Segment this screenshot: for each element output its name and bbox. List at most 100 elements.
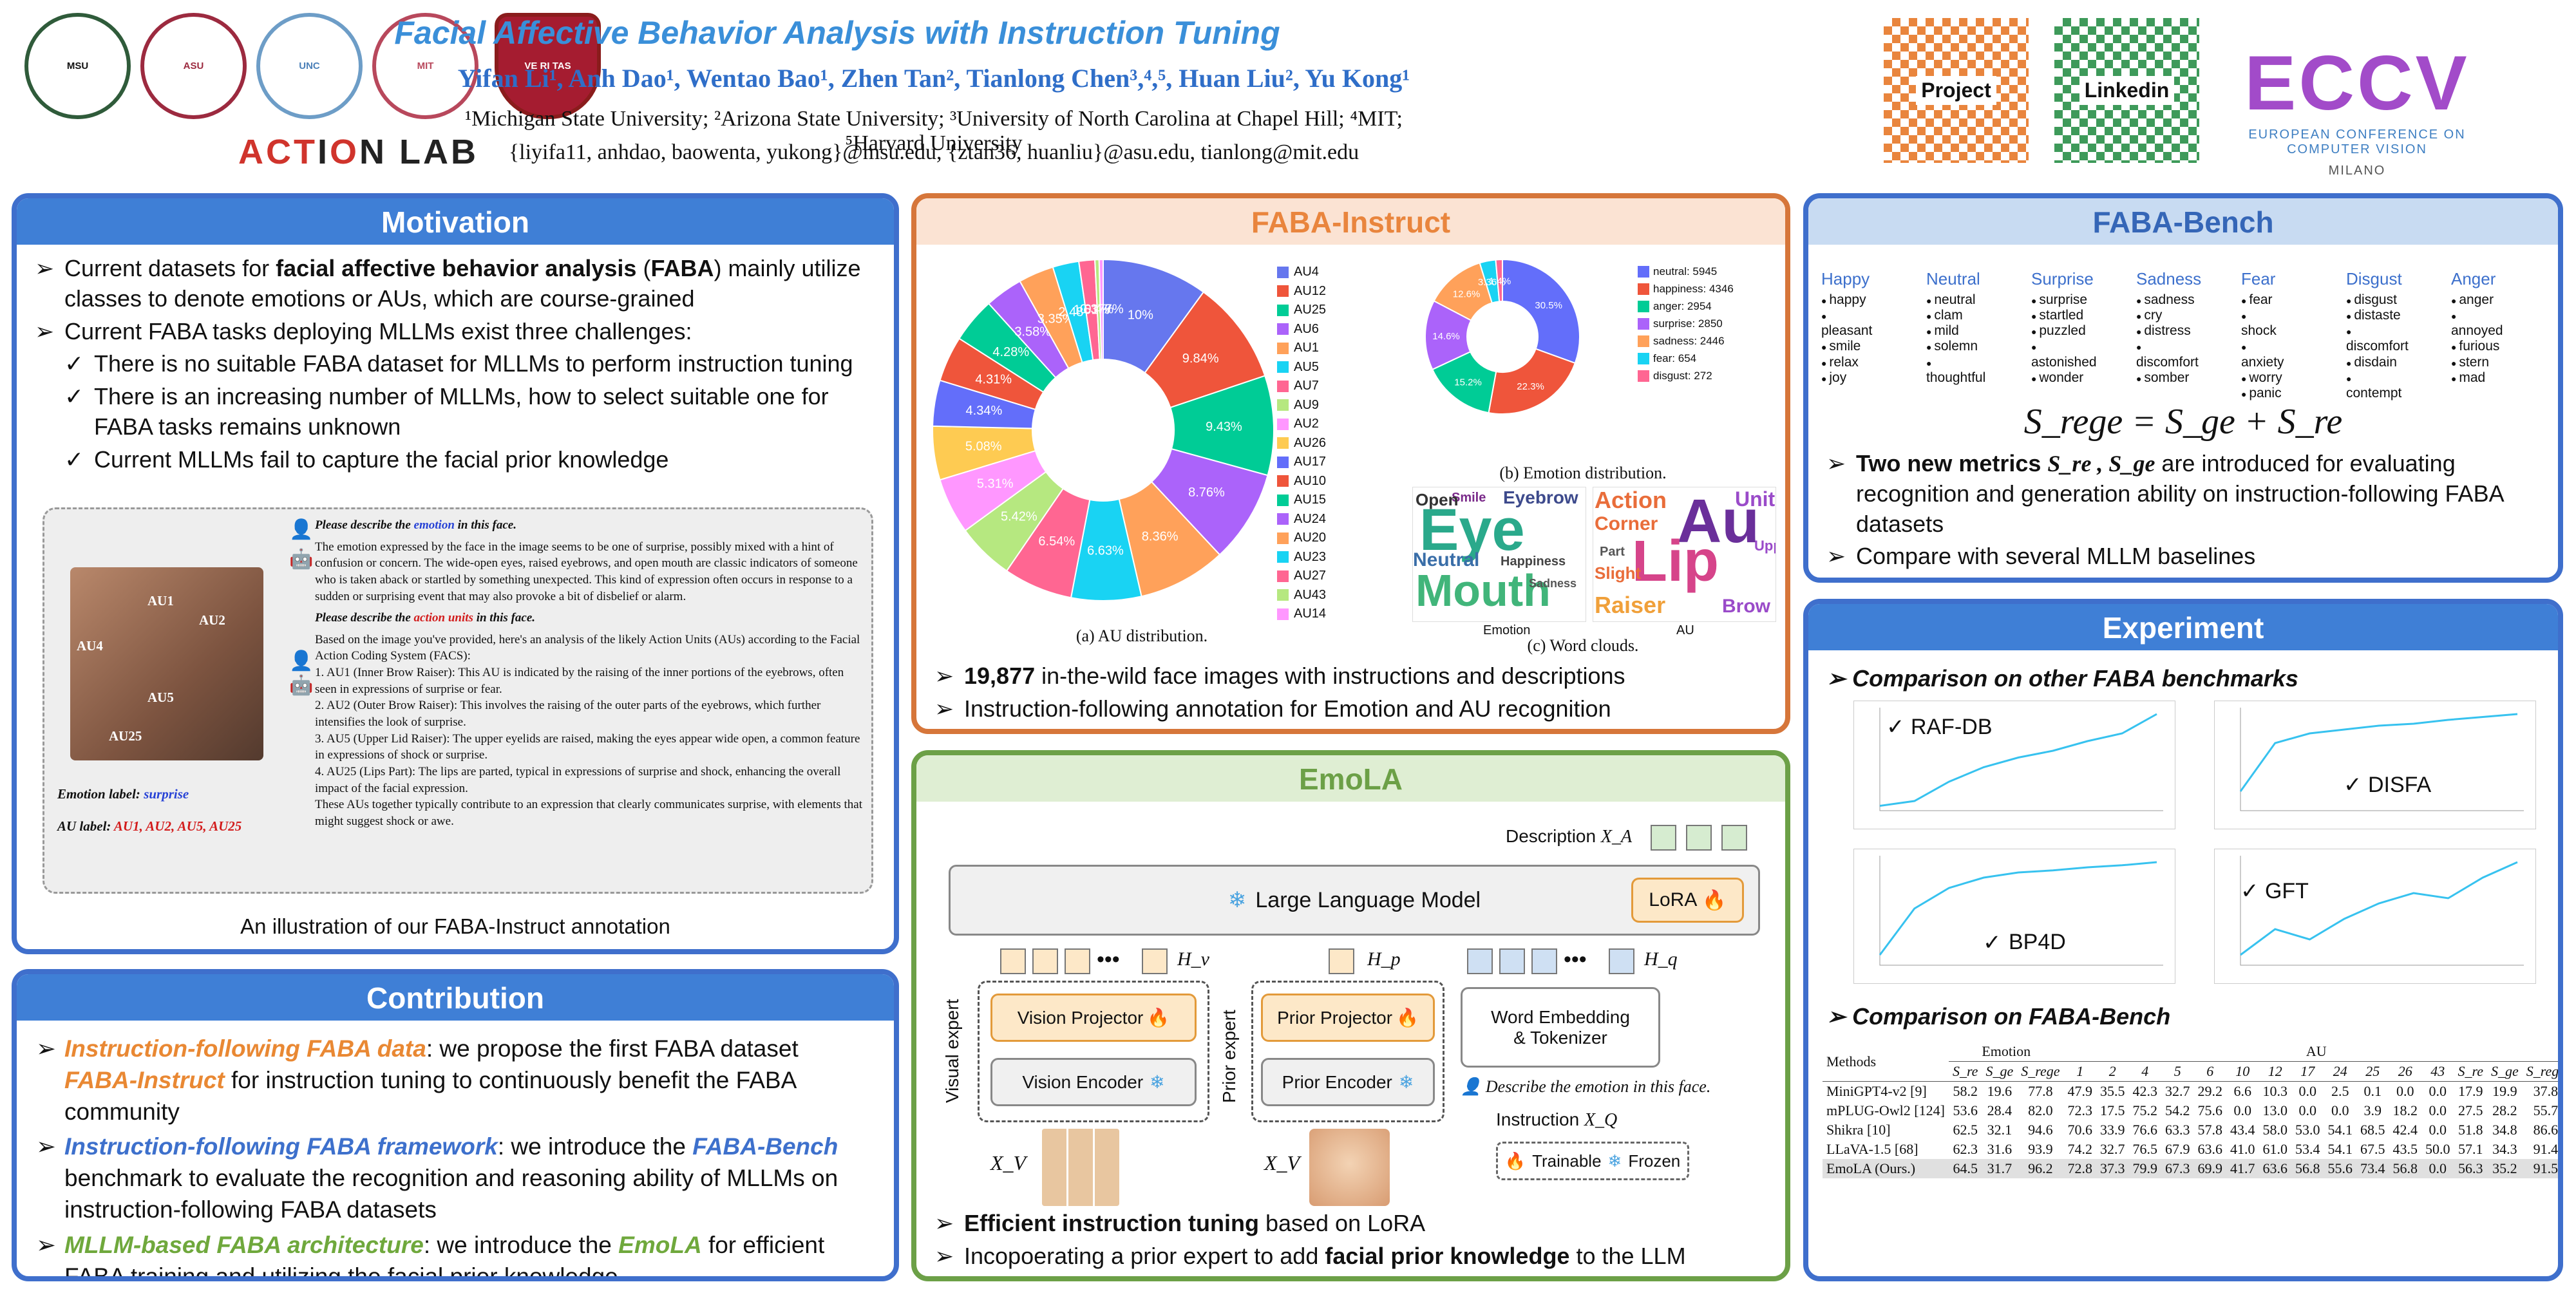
table-cell: 63.3 <box>2165 1122 2190 1138</box>
table-cell: 35.5 <box>2100 1083 2125 1099</box>
chart-axis <box>2240 856 2524 966</box>
table-cell: 57.1 <box>2458 1141 2483 1157</box>
table-cell: 34.3 <box>2492 1141 2517 1157</box>
legend-label: AU1 <box>1294 341 1319 355</box>
pie-data-label: 4.34% <box>966 404 1003 418</box>
output-token <box>1686 825 1712 851</box>
table-cell: 54.1 <box>2327 1141 2353 1157</box>
table-cell: 10.3 <box>2262 1083 2288 1099</box>
answer-emotion: The emotion expressed by the face in the… <box>315 540 858 603</box>
rafdb-chart: ✓ RAF-DB <box>1853 701 2175 829</box>
table-row: MiniGPT4-v2 [9] 58.2 19.6 77.8 47.9 35.5 42.3 3… <box>1823 1082 2558 1102</box>
legend-label: AU20 <box>1294 531 1327 545</box>
category-word: clam <box>1926 308 1985 323</box>
hp-label: H_p <box>1367 948 1401 970</box>
table-cell: 58.0 <box>2262 1122 2288 1138</box>
table-cell: 61.0 <box>2262 1141 2288 1157</box>
qr-linkedin[interactable]: Linkedin <box>2054 18 2199 163</box>
table-cell: 42.4 <box>2392 1122 2418 1138</box>
legend-label: AU17 <box>1294 455 1327 469</box>
legend-swatch <box>1277 570 1289 582</box>
answer-au-end: These AUs together typically contribute … <box>315 798 863 828</box>
category-word: shock <box>2241 308 2284 339</box>
faba-instruct-heading: FABA-Instruct <box>916 198 1785 245</box>
table-cell: 75.6 <box>2197 1102 2223 1118</box>
legend-label: AU5 <box>1294 359 1319 374</box>
pie-data-label: 1.4% <box>1489 276 1511 287</box>
table-cell: 63.6 <box>2262 1160 2288 1176</box>
chart-axis <box>2240 708 2524 811</box>
experiment-sub-2: ➢ Comparison on FABA-Bench <box>1826 1003 2171 1030</box>
table-cell: 0.1 <box>2363 1083 2382 1099</box>
legend-label: AU12 <box>1294 283 1327 298</box>
asu-seal-logo: ASU <box>140 13 247 119</box>
legend-label: AU6 <box>1294 321 1319 336</box>
category-word: stern <box>2451 355 2503 370</box>
table-cell: 74.2 <box>2067 1141 2093 1157</box>
chart-axis <box>1879 708 2163 811</box>
category-word: sadness <box>2136 292 2199 308</box>
table-cell: 32.1 <box>1987 1122 2012 1138</box>
category-word: distaste <box>2346 308 2409 323</box>
pie-slice <box>1495 258 1503 303</box>
pie-data-label: 22.3% <box>1517 381 1544 392</box>
pie-data-label: 6.63% <box>1087 543 1124 558</box>
category-word: astonished <box>2031 339 2097 370</box>
emotion-label: Emotion label: surprise <box>57 786 189 802</box>
table-cell: 63.6 <box>2197 1141 2223 1157</box>
table-cell: 96.2 <box>2028 1160 2053 1176</box>
motivation-bullet-1: Current datasets for facial affective be… <box>35 254 876 314</box>
bp4d-chart: BP4D ✓ <box>1853 849 2175 984</box>
au-label: AU label: AU1, AU2, AU5, AU25 <box>57 818 242 834</box>
method-name: mPLUG-Owl2 [124] <box>1826 1102 1945 1118</box>
pie-slice <box>1488 348 1577 415</box>
column-header: 12 <box>2259 1061 2291 1082</box>
legend-item: AU7 <box>1277 377 1326 396</box>
challenge-3: Current MLLMs fail to capture the facial… <box>64 445 876 475</box>
legend-swatch <box>1277 361 1289 373</box>
table-cell: 17.5 <box>2100 1102 2125 1118</box>
table-cell: 17.9 <box>2458 1083 2483 1099</box>
table-cell: 0.0 <box>2233 1102 2252 1118</box>
snowflake-icon: ❄ <box>1607 1151 1622 1171</box>
pie-data-label: 12.6% <box>1453 289 1481 300</box>
visual-token <box>1065 948 1090 974</box>
table-cell: 73.4 <box>2360 1160 2385 1176</box>
legend-item: sadness: 2446 <box>1638 332 1734 350</box>
table-cell: 56.3 <box>2458 1160 2483 1176</box>
table-cell: 43.5 <box>2392 1141 2418 1157</box>
legend-swatch <box>1277 494 1289 506</box>
table-cell: 41.7 <box>2230 1160 2255 1176</box>
vision-encoder: Vision Encoder ❄ <box>990 1058 1197 1106</box>
emotion-legend: neutral: 5945 happiness: 4346 anger: 2954 s… <box>1638 263 1734 384</box>
challenge-1: There is no suitable FABA dataset for ML… <box>64 349 876 379</box>
category-word: relax <box>1821 355 1872 370</box>
table-cell: 72.8 <box>2067 1160 2093 1176</box>
column-header: S_ge <box>2487 1061 2523 1082</box>
legend-label: anger: 2954 <box>1653 299 1712 312</box>
pie-data-label: 8.76% <box>1188 485 1225 500</box>
answer-au-intro: Based on the image you've provided, here… <box>315 632 860 663</box>
qr-project[interactable]: Project <box>1884 18 2029 163</box>
faba-bench-panel: FABA-Bench Happy happypleasantsmilerelaxj… <box>1803 193 2563 583</box>
category-word: annoyed <box>2451 308 2503 339</box>
table-cell: 29.2 <box>2197 1083 2223 1099</box>
category-name: Anger <box>2451 269 2496 288</box>
column-header: 25 <box>2356 1061 2389 1082</box>
column-header: S_rege <box>2017 1061 2064 1082</box>
category-word: smile <box>1821 339 1872 354</box>
face-au-label: AU2 <box>199 612 225 628</box>
category-word: mild <box>1926 323 1985 339</box>
category-word: puzzled <box>2031 323 2097 339</box>
faba-bench-results-table: Methods Emotion AU S_re S_ge S_rege 1 2 4 5 6 10… <box>1823 1042 2558 1178</box>
column-header: 10 <box>2226 1061 2259 1082</box>
table-cell: 69.9 <box>2197 1160 2223 1176</box>
table-cell: 70.6 <box>2067 1122 2093 1138</box>
category-word: thoughtful <box>1926 355 1985 386</box>
legend-swatch <box>1277 475 1289 487</box>
emola-panel: EmoLA Description X_A ❄ Large Language Mo… <box>911 750 1790 1281</box>
legend-label: AU9 <box>1294 397 1319 412</box>
category-word: furious <box>2451 339 2503 354</box>
table-cell: 28.4 <box>1987 1102 2012 1118</box>
legend-item: happiness: 4346 <box>1638 280 1734 297</box>
